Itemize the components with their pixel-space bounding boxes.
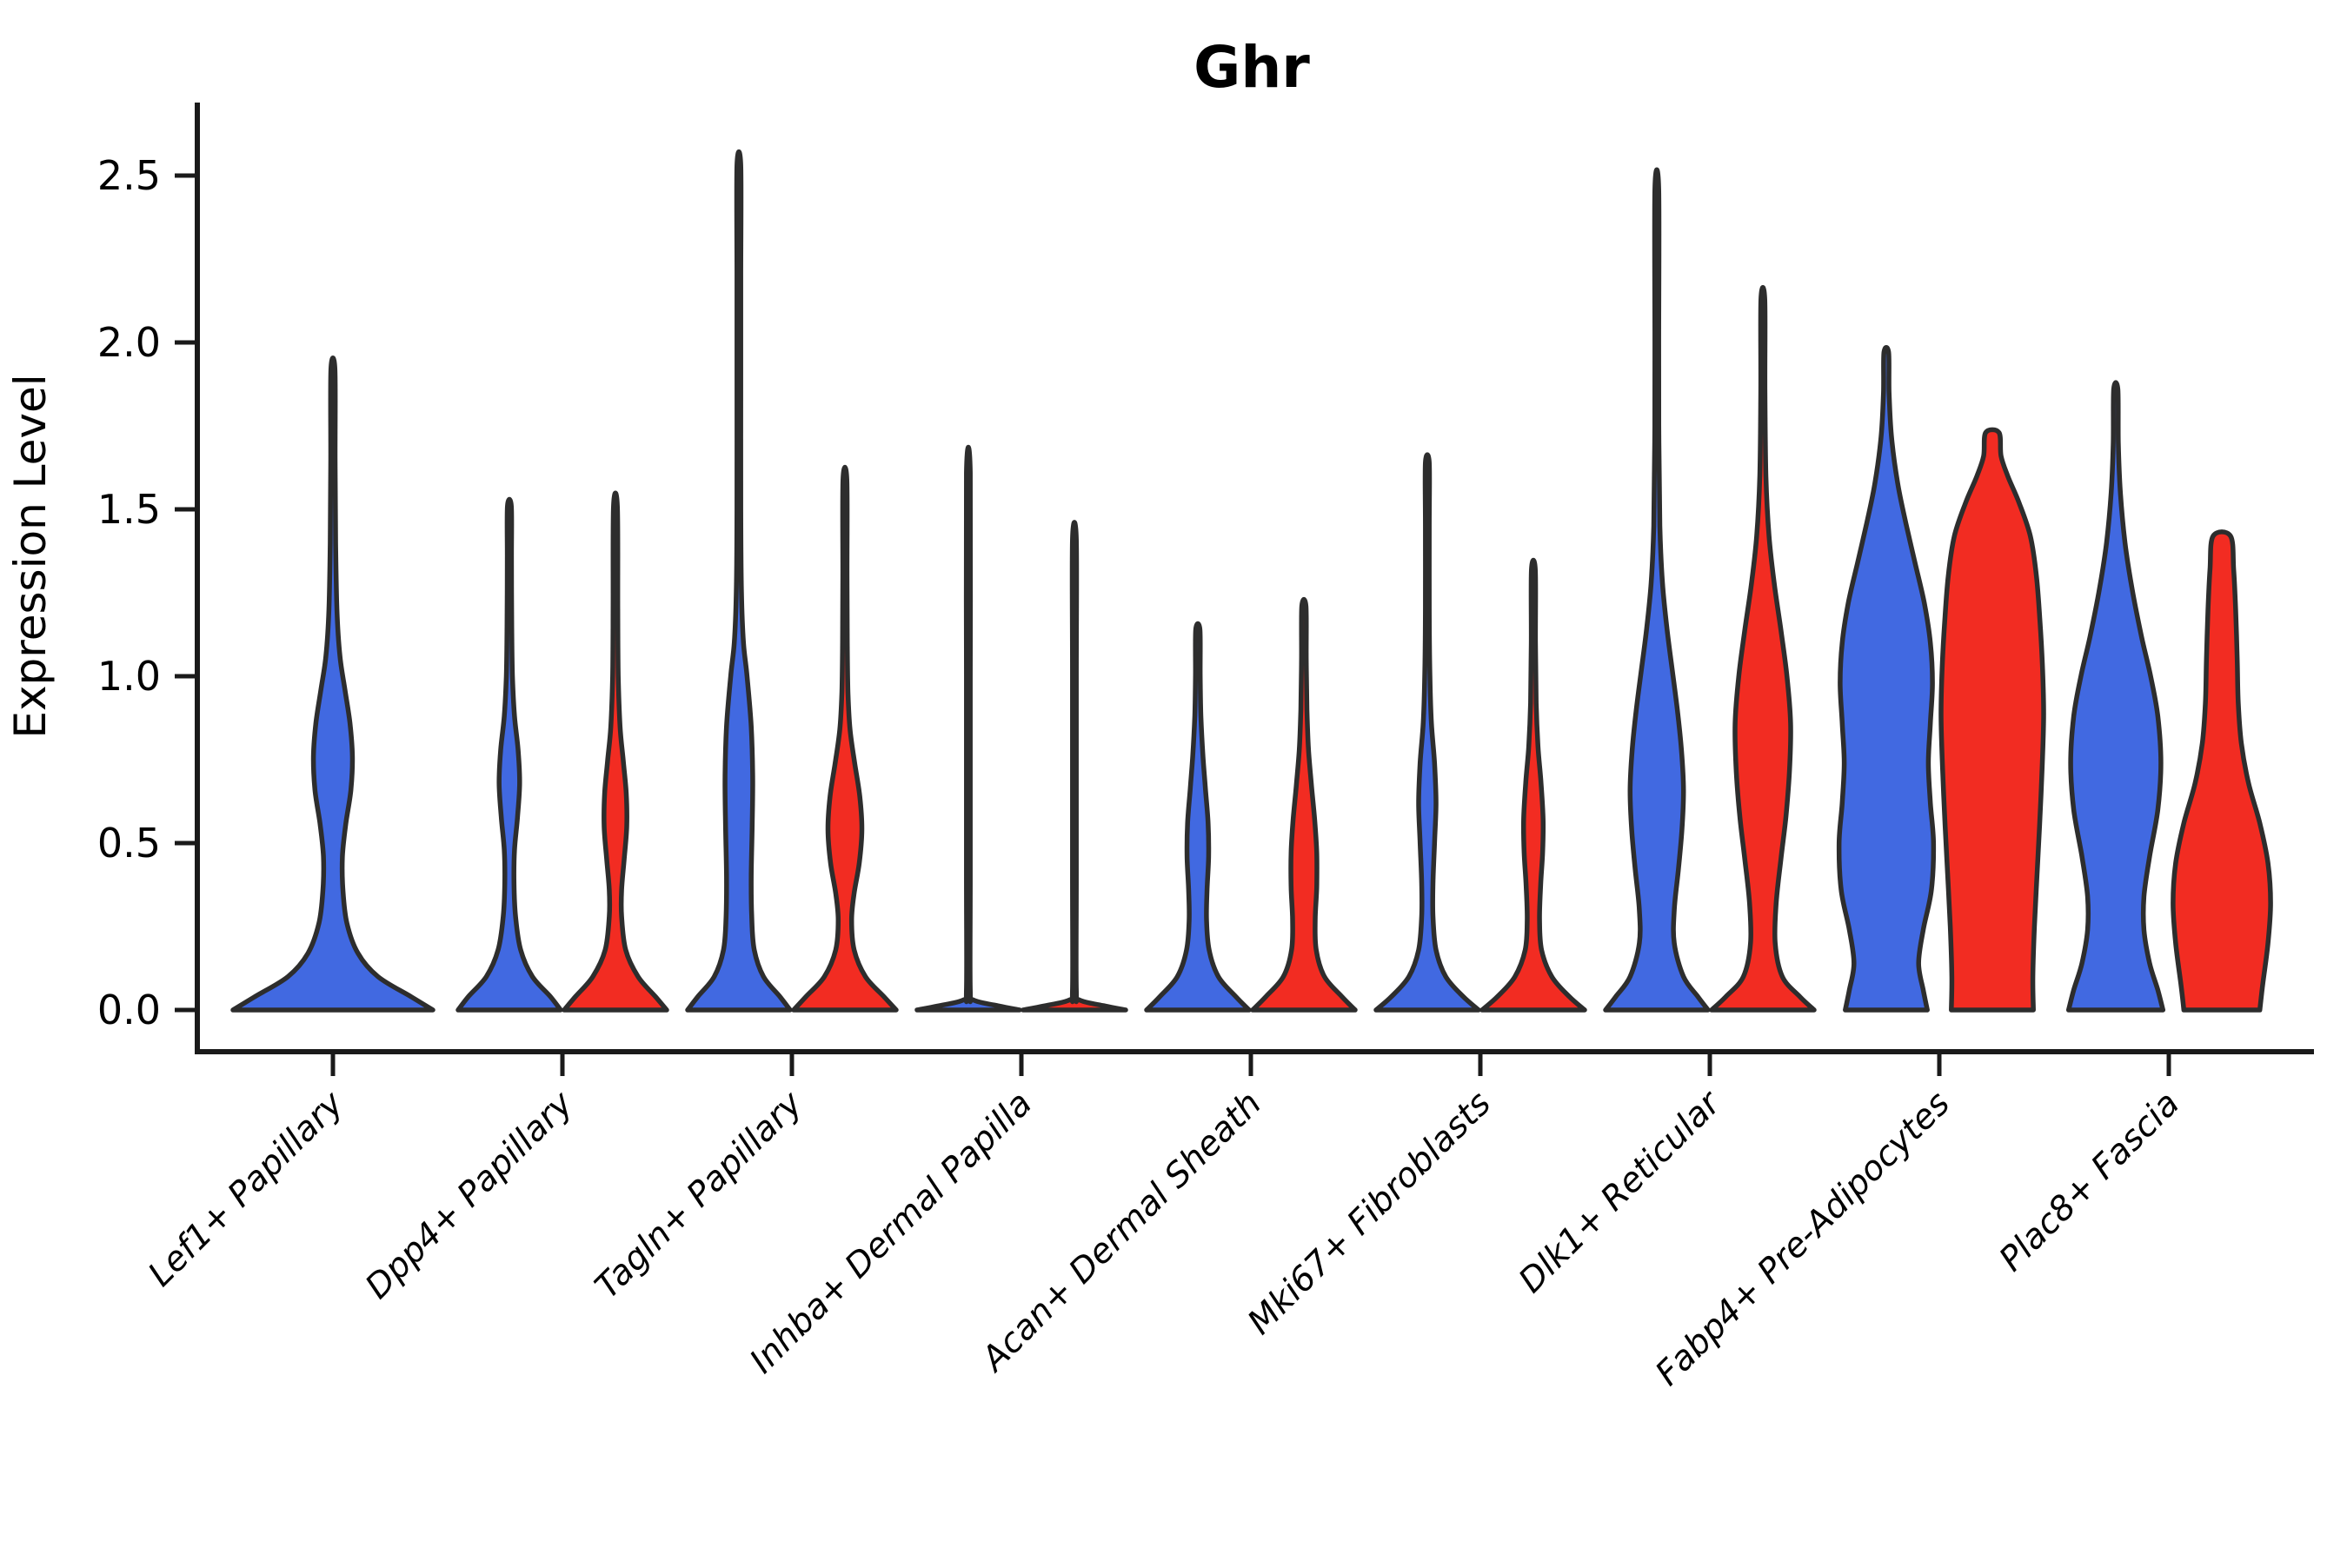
violin-inhba-dermal-papilla-blue (914, 444, 1022, 1013)
violin-fabp4-pre-adipocytes-blue (1836, 344, 1937, 1013)
y-tick-label: 2.5 (97, 152, 161, 199)
violin-lef1-papillary-blue (230, 355, 435, 1013)
violin-tagln-papillary-blue (685, 149, 793, 1013)
violin-fabp4-pre-adipocytes-red (1938, 427, 2046, 1013)
y-axis-label: Expression Level (5, 374, 56, 738)
violin-dpp4-papillary-blue (455, 496, 563, 1013)
violin-dlk1-reticular-red (1709, 284, 1817, 1013)
violin-acan-dermal-sheath-blue (1144, 621, 1252, 1013)
violin-tagln-papillary-red (791, 464, 899, 1013)
y-tick-label: 0.0 (97, 987, 161, 1033)
violin-dlk1-reticular-blue (1603, 167, 1711, 1013)
y-tick-label: 1.5 (97, 486, 161, 533)
violin-plac8-fascia-blue (2065, 380, 2166, 1013)
violin-acan-dermal-sheath-red (1250, 596, 1358, 1013)
chart-title: Ghr (1193, 34, 1310, 101)
y-tick-label: 0.5 (97, 820, 161, 867)
violins-layer (230, 149, 2273, 1013)
violin-mki67-fibroblasts-blue (1373, 452, 1481, 1013)
y-tick-label: 1.0 (97, 653, 161, 700)
violin-mki67-fibroblasts-red (1479, 557, 1587, 1013)
axes-layer (195, 103, 2314, 1054)
violin-dpp4-papillary-red (562, 490, 669, 1013)
violin-inhba-dermal-papilla-red (1021, 520, 1128, 1013)
y-tick-label: 2.0 (97, 319, 161, 366)
violin-plac8-fascia-red (2171, 529, 2273, 1013)
